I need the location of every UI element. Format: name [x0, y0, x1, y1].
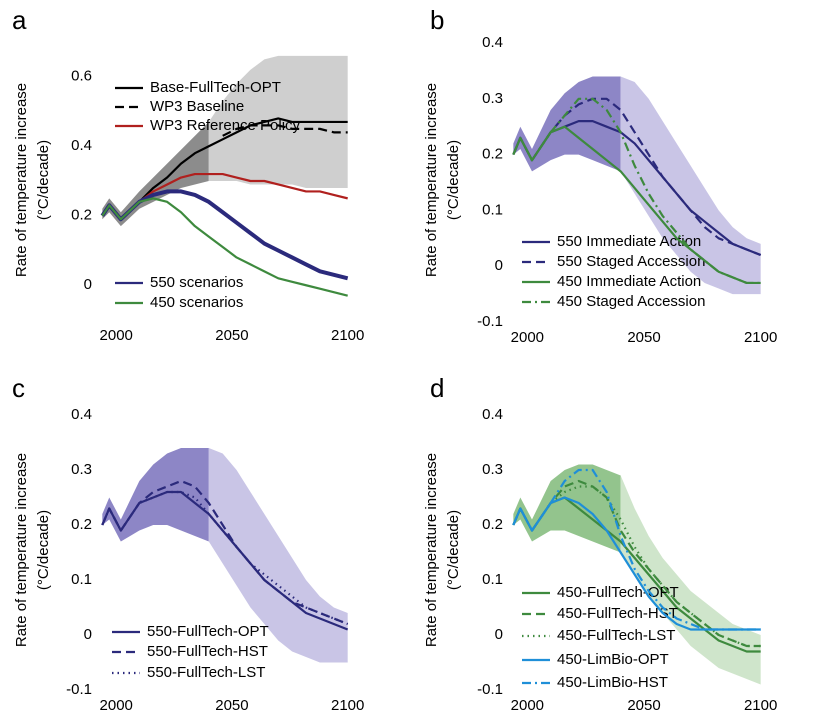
- y-tick-label: 0: [495, 257, 503, 274]
- legend-label: 450-LimBio-OPT: [557, 651, 669, 668]
- x-tick-label: 2050: [215, 327, 248, 344]
- y-tick-label: -0.1: [477, 313, 503, 330]
- x-tick-label: 2000: [511, 329, 544, 346]
- y-tick-label: 0.4: [482, 34, 503, 51]
- y-tick-label: 0: [84, 626, 92, 643]
- panel-letter: c: [12, 373, 25, 403]
- y-tick-label: 0.1: [71, 571, 92, 588]
- y-tick-label: 0.4: [482, 406, 503, 423]
- y-axis-label: Rate of temperature increase: [423, 453, 440, 647]
- y-axis-label: (°C/decade): [35, 510, 52, 590]
- legend-label: 450-LimBio-HST: [557, 674, 668, 691]
- range-band: [208, 55, 348, 188]
- legend-label: 550-FullTech-OPT: [147, 623, 269, 640]
- legend-label: 450 Immediate Action: [557, 273, 701, 290]
- x-tick-label: 2050: [627, 697, 660, 714]
- y-tick-label: -0.1: [66, 681, 92, 698]
- panel-letter: a: [12, 5, 27, 35]
- y-axis-label: Rate of temperature increase: [13, 453, 30, 647]
- x-tick-label: 2050: [627, 329, 660, 346]
- legend-label: Base-FullTech-OPT: [150, 79, 281, 96]
- y-tick-label: 0.3: [482, 461, 503, 478]
- panel-letter: d: [430, 373, 444, 403]
- y-tick-label: 0.4: [71, 406, 92, 423]
- x-tick-label: 2000: [100, 697, 133, 714]
- x-tick-label: 2000: [511, 697, 544, 714]
- legend-label: 450 scenarios: [150, 294, 243, 311]
- panel-letter: b: [430, 5, 444, 35]
- legend-label: 450 Staged Accession: [557, 293, 705, 310]
- series-line: [101, 479, 349, 626]
- series-line: [512, 468, 761, 631]
- y-tick-label: -0.1: [477, 681, 503, 698]
- series-line: [512, 97, 761, 285]
- y-axis-label: (°C/decade): [445, 140, 462, 220]
- y-tick-label: 0.4: [71, 137, 92, 154]
- y-tick-label: 0: [84, 276, 92, 293]
- series-line: [512, 485, 761, 648]
- y-tick-label: 0.2: [482, 516, 503, 533]
- panel: d Rate of temperature increase (°C/decade)…: [423, 373, 777, 714]
- range-band: [620, 475, 761, 685]
- range-band: [208, 448, 348, 663]
- y-axis-label: (°C/decade): [35, 140, 52, 220]
- series-line: [101, 490, 349, 626]
- legend-label: 450-FullTech-HST: [557, 605, 678, 622]
- y-tick-label: 0.3: [71, 461, 92, 478]
- x-tick-label: 2100: [744, 329, 777, 346]
- series-line: [222, 124, 348, 137]
- y-axis-label: (°C/decade): [445, 510, 462, 590]
- x-tick-label: 2100: [331, 327, 364, 344]
- legend-label: 550 scenarios: [150, 274, 243, 291]
- x-tick-label: 2050: [215, 697, 248, 714]
- series-line: [100, 189, 349, 281]
- range-band: [513, 464, 621, 553]
- x-tick-label: 2100: [744, 697, 777, 714]
- y-tick-label: 0.3: [482, 90, 503, 107]
- legend-label: 550-FullTech-LST: [147, 664, 265, 681]
- legend-label: 550-FullTech-HST: [147, 643, 268, 660]
- legend-label: 550 Immediate Action: [557, 233, 701, 250]
- series-line: [138, 172, 348, 203]
- y-tick-label: 0.1: [482, 571, 503, 588]
- legend-label: 450-FullTech-OPT: [557, 584, 679, 601]
- y-tick-label: 0.1: [482, 201, 503, 218]
- y-axis-label: Rate of temperature increase: [13, 83, 30, 277]
- panel: a Rate of temperature increase (°C/decade)…: [12, 5, 364, 344]
- legend-label: WP3 Baseline: [150, 98, 244, 115]
- legend-label: 550 Staged Accession: [557, 253, 705, 270]
- y-tick-label: 0: [495, 626, 503, 643]
- legend-label: WP3 Reference Policy: [150, 117, 301, 134]
- y-tick-label: 0.2: [482, 146, 503, 163]
- x-tick-label: 2100: [331, 697, 364, 714]
- panel: c Rate of temperature increase (°C/decade)…: [12, 373, 364, 714]
- y-tick-label: 0.2: [71, 516, 92, 533]
- y-axis-label: Rate of temperature increase: [423, 83, 440, 277]
- series-line: [101, 197, 348, 297]
- range-band: [102, 121, 209, 227]
- legend-label: 450-FullTech-LST: [557, 627, 675, 644]
- x-tick-label: 2000: [100, 327, 133, 344]
- y-tick-label: 0.2: [71, 207, 92, 224]
- panel: b Rate of temperature increase (°C/decade)…: [423, 5, 777, 346]
- y-tick-label: 0.6: [71, 68, 92, 85]
